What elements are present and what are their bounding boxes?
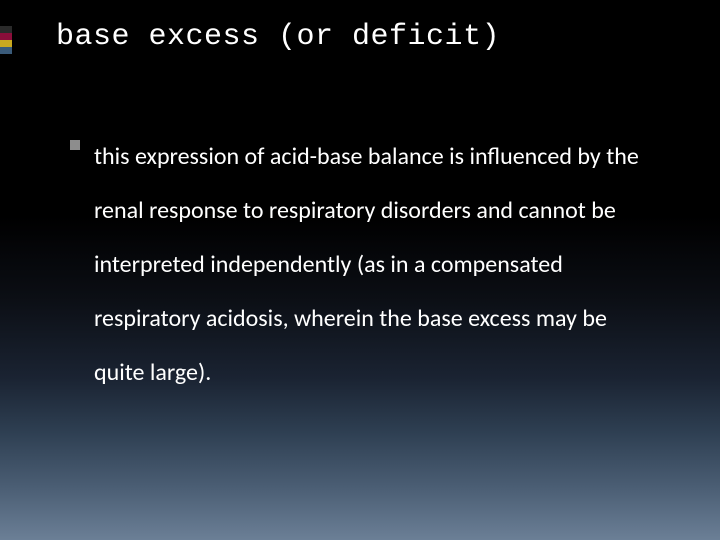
slide-title: base excess (or deficit) xyxy=(56,20,500,54)
bullet-text: this expression of acid-base balance is … xyxy=(94,130,660,400)
bullet-marker xyxy=(70,140,80,150)
bullet-item: this expression of acid-base balance is … xyxy=(70,130,660,400)
accent-stripe xyxy=(0,40,12,47)
accent-stripe xyxy=(0,33,12,40)
accent-stripe xyxy=(0,47,12,54)
slide-content: this expression of acid-base balance is … xyxy=(70,130,660,400)
accent-stripe xyxy=(0,26,12,33)
accent-bar-top xyxy=(0,26,12,54)
accent-bar-left xyxy=(0,270,8,326)
